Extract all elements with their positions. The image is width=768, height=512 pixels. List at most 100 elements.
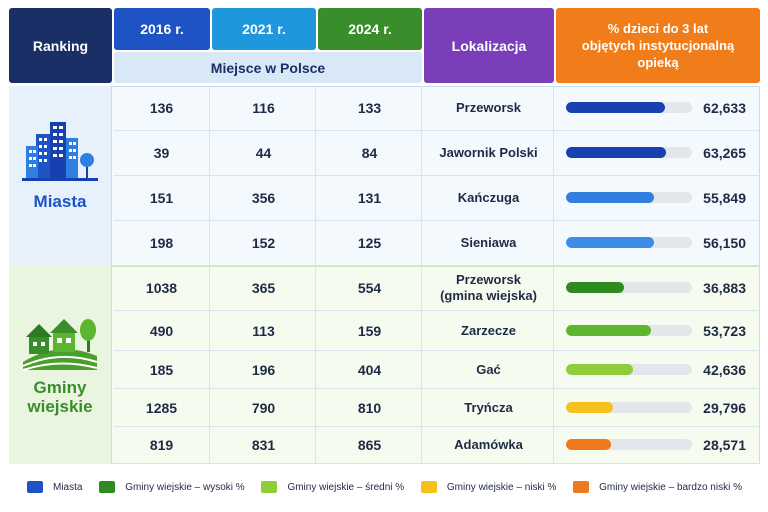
percent-bar-track: [566, 147, 692, 158]
rank-2021: 196: [212, 351, 316, 388]
percent-bar-track: [566, 237, 692, 248]
table-row: 185 196 404 Gać 42,636: [114, 351, 760, 389]
location-name: Adamówka: [454, 437, 523, 452]
rank-2024: 554: [318, 266, 422, 310]
percent-bar-fill: [566, 237, 655, 248]
table-row: 1285 790 810 Tryńcza 29,796: [114, 389, 760, 427]
percent-cell: 29,796: [556, 389, 760, 426]
location: Tryńcza: [424, 389, 554, 426]
percent-cell: 36,883: [556, 266, 760, 310]
percent-value: 63,265: [703, 145, 746, 161]
percent-bar-track: [566, 282, 692, 293]
legend-label: Gminy wiejskie – bardzo niski %: [599, 481, 742, 493]
percent-value: 53,723: [703, 322, 746, 339]
group-miasta-label: Miasta: [33, 192, 87, 211]
rank-2021: 113: [212, 311, 316, 350]
percent-bar-fill: [566, 282, 625, 293]
group-gminy-label-line1: Gminy: [33, 378, 87, 397]
header-percent-line2: objętych instytucjonalną: [581, 38, 735, 53]
header-subheader: Miejsce w Polsce: [114, 52, 422, 83]
header-location: Lokalizacja: [424, 8, 554, 83]
location: Adamówka: [424, 427, 554, 463]
location: Przeworsk (gmina wiejska): [424, 266, 554, 310]
percent-value: 56,150: [703, 235, 746, 251]
rank-2021: 152: [212, 221, 316, 265]
percent-bar-fill: [566, 192, 654, 203]
rank-2021: 44: [212, 131, 316, 175]
percent-bar-track: [566, 324, 692, 336]
header-year-2024: 2024 r.: [318, 8, 422, 50]
section-miasta: [9, 86, 760, 266]
rank-2016: 185: [114, 351, 210, 388]
rank-2024: 133: [318, 86, 422, 130]
rank-2024: 84: [318, 131, 422, 175]
percent-value: 29,796: [703, 399, 746, 416]
location: Jawornik Polski: [424, 131, 554, 175]
rank-2016: 1038: [114, 266, 210, 310]
header-year-2016: 2016 r.: [114, 8, 210, 50]
percent-cell: 55,849: [556, 176, 760, 220]
percent-value: 62,633: [703, 100, 746, 116]
percent-bar-fill: [566, 102, 665, 113]
percent-bar-track: [566, 363, 692, 375]
table-row: 198 152 125 Sieniawa 56,150: [114, 221, 760, 266]
group-gminy: Gminy wiejskie: [9, 266, 112, 464]
table-row: 819 831 865 Adamówka 28,571: [114, 427, 760, 464]
location-name: Gać: [476, 361, 501, 377]
legend-item: Gminy wiejskie – wysoki %: [99, 481, 245, 493]
percent-cell: 42,636: [556, 351, 760, 388]
rank-2016: 1285: [114, 389, 210, 426]
percent-bar-fill: [566, 363, 634, 375]
rank-2024: 810: [318, 389, 422, 426]
header-percent: % dzieci do 3 lat objętych instytucjonal…: [556, 8, 760, 83]
percent-cell: 53,723: [556, 311, 760, 350]
legend: Miasta Gminy wiejskie – wysoki % Gminy wie…: [9, 472, 760, 502]
percent-bar-fill: [566, 439, 611, 450]
rank-2016: 819: [114, 427, 210, 463]
rank-2021: 831: [212, 427, 316, 463]
location: Gać: [424, 351, 554, 388]
legend-label: Miasta: [53, 481, 83, 493]
legend-label: Gminy wiejskie – niski %: [446, 481, 557, 493]
group-gminy-label-line2: wiejskie: [27, 397, 93, 416]
percent-cell: 63,265: [556, 131, 760, 175]
percent-cell: 28,571: [556, 427, 760, 463]
rank-2016: 198: [114, 221, 210, 265]
percent-bar-fill: [566, 147, 666, 158]
percent-bar-track: [566, 102, 692, 113]
percent-bar-fill: [566, 401, 613, 413]
rank-2016: 39: [114, 131, 210, 175]
legend-swatch: [27, 481, 43, 493]
location-name: Przeworsk: [455, 272, 522, 287]
percent-value: 42,636: [703, 361, 746, 378]
location-name: Zarzecze: [461, 322, 516, 338]
rank-2021: 116: [212, 86, 316, 130]
rank-2016: 136: [114, 86, 210, 130]
rank-2016: 490: [114, 311, 210, 350]
percent-cell: 56,150: [556, 221, 760, 265]
legend-swatch: [420, 481, 437, 493]
legend-label: Gminy wiejskie – wysoki %: [125, 481, 245, 493]
location-name: Jawornik Polski: [439, 145, 538, 160]
header-ranking: Ranking: [9, 8, 112, 83]
legend-label: Gminy wiejskie – średni %: [287, 481, 405, 493]
rank-2021: 365: [212, 266, 316, 310]
location-name: Sieniawa: [460, 235, 517, 250]
village-houses-icon: [22, 319, 98, 371]
percent-value: 36,883: [703, 280, 746, 296]
legend-swatch: [261, 481, 278, 493]
percent-bar-track: [566, 401, 692, 413]
legend-item: Gminy wiejskie – bardzo niski %: [573, 481, 742, 493]
percent-bar-track: [566, 439, 692, 450]
rank-2024: 159: [318, 311, 422, 350]
legend-swatch: [573, 481, 590, 493]
table-row: 136 116 133 Przeworsk 62,633: [114, 86, 760, 131]
rank-2024: 865: [318, 427, 422, 463]
location-name: Przeworsk: [455, 100, 522, 115]
legend-item: Gminy wiejskie – niski %: [420, 481, 557, 493]
location: Kańczuga: [424, 176, 554, 220]
location: Przeworsk: [424, 86, 554, 130]
rank-2024: 131: [318, 176, 422, 220]
rank-2016: 151: [114, 176, 210, 220]
legend-item: Gminy wiejskie – średni %: [261, 481, 404, 493]
